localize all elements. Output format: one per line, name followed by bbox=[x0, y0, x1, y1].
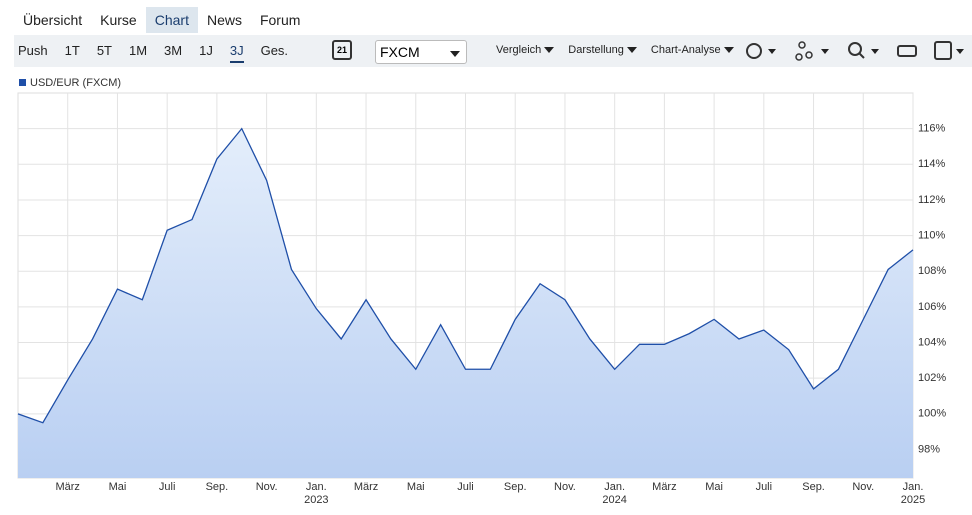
menu-button[interactable]: Darstellung bbox=[568, 44, 637, 56]
x-tick-label: März bbox=[354, 481, 378, 493]
print-icon[interactable] bbox=[897, 45, 917, 57]
x-tick-label: Nov. bbox=[554, 481, 576, 493]
x-tick-label: Jan. 2023 bbox=[304, 481, 328, 506]
dropdown-arrow bbox=[447, 41, 460, 63]
x-tick-label: Mai bbox=[407, 481, 425, 493]
x-tick-label: März bbox=[55, 481, 79, 493]
area bbox=[18, 128, 913, 479]
save-icon[interactable] bbox=[934, 41, 952, 60]
x-tick-label: Mai bbox=[705, 481, 723, 493]
exchange-select[interactable]: FXCM bbox=[375, 40, 467, 64]
nav-tab[interactable]: News bbox=[206, 12, 242, 28]
nav-tab[interactable]: Kurse bbox=[100, 12, 137, 28]
range-button[interactable]: Ges. bbox=[260, 43, 289, 58]
nav-tab[interactable]: Chart bbox=[145, 7, 198, 33]
nav-tab[interactable]: Übersicht bbox=[23, 12, 83, 28]
x-tick-label: Mai bbox=[109, 481, 127, 493]
tool-icons bbox=[746, 41, 964, 61]
range-button[interactable]: 5T bbox=[96, 43, 112, 58]
x-tick-label: Nov. bbox=[256, 481, 278, 493]
nav-tab[interactable]: Forum bbox=[259, 12, 301, 28]
menu-button[interactable]: Vergleich bbox=[496, 44, 554, 56]
zoom-icon[interactable] bbox=[848, 42, 862, 56]
range-button[interactable]: Push bbox=[18, 43, 48, 58]
indicator-icon[interactable] bbox=[798, 41, 806, 49]
menus: Vergleich Darstellung Chart-Analyse bbox=[496, 44, 748, 56]
y-tick-label: 100% bbox=[918, 408, 946, 420]
y-tick-label: 112% bbox=[918, 194, 946, 206]
menu-button[interactable]: Chart-Analyse bbox=[651, 44, 734, 56]
range-button[interactable]: 1J bbox=[199, 43, 213, 58]
y-tick-label: 114% bbox=[918, 158, 946, 170]
y-tick-label: 104% bbox=[918, 336, 946, 348]
toolbar: Push 1T 5T 1M 3M 1J 3J Ges. 21 FXCM Vergleich Da… bbox=[14, 35, 972, 67]
range-button[interactable]: 1M bbox=[128, 43, 148, 58]
nav: Übersicht Kurse Chart News Forum bbox=[14, 7, 309, 33]
x-tick-label: Sep. bbox=[802, 481, 825, 493]
y-tick-label: 108% bbox=[918, 265, 946, 277]
y-tick-label: 116% bbox=[918, 123, 946, 135]
ranges: Push 1T 5T 1M 3M 1J 3J Ges. bbox=[18, 43, 305, 63]
x-tick-label: Juli bbox=[756, 481, 773, 493]
x-tick-label: Jan. 2024 bbox=[602, 481, 626, 506]
legend-label: USD/EUR (FXCM) bbox=[30, 77, 121, 89]
x-tick-label: Juli bbox=[457, 481, 474, 493]
line bbox=[17, 127, 914, 424]
y-tick-label: 110% bbox=[918, 229, 946, 241]
y-tick-label: 102% bbox=[918, 372, 946, 384]
x-tick-label: Nov. bbox=[852, 481, 874, 493]
x-tick-label: Jan. 2025 bbox=[901, 481, 925, 506]
x-tick-label: Sep. bbox=[504, 481, 527, 493]
range-button[interactable]: 3M bbox=[164, 43, 183, 58]
chart: USD/EUR (FXCM) 98% 100% 102% 104% 106% 108% 11… bbox=[17, 77, 946, 506]
y-tick-label: 106% bbox=[918, 301, 946, 313]
x-tick-label: Sep. bbox=[206, 481, 229, 493]
x-tick-label: Juli bbox=[159, 481, 176, 493]
y-tick-label: 98% bbox=[918, 443, 940, 455]
range-button[interactable]: 3J bbox=[229, 43, 244, 63]
calendar-button[interactable]: 21 bbox=[332, 40, 352, 60]
x-tick-label: März bbox=[652, 481, 676, 493]
range-button[interactable]: 1T bbox=[64, 43, 80, 58]
settings-icon[interactable] bbox=[746, 43, 762, 59]
legend-swatch bbox=[19, 79, 26, 86]
